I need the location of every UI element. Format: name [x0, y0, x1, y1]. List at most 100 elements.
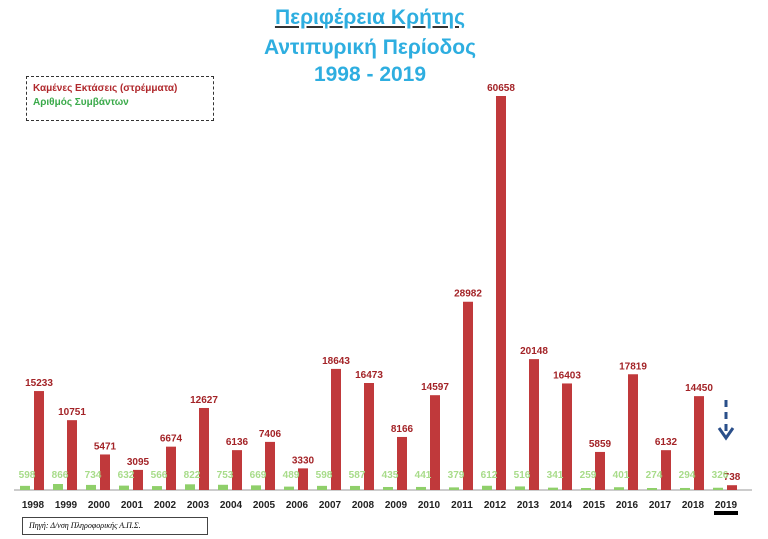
label-incidents: 341 — [547, 470, 564, 481]
x-tick-label: 2000 — [88, 500, 111, 511]
bar-incidents — [449, 487, 459, 490]
bar-burned — [298, 468, 308, 490]
bar-incidents — [350, 485, 360, 490]
x-tick-label: 2011 — [451, 500, 473, 511]
bar-incidents — [119, 485, 129, 490]
bar-burned — [430, 395, 440, 490]
bar-burned — [166, 446, 176, 490]
bar-incidents — [317, 485, 327, 490]
label-incidents: 401 — [613, 470, 630, 481]
chart-title-years: 1998 - 2019 — [313, 63, 427, 86]
label-incidents: 587 — [349, 470, 366, 481]
label-burned: 8166 — [391, 424, 414, 435]
label-burned: 738 — [724, 472, 741, 483]
label-incidents: 669 — [250, 470, 267, 481]
x-tick-label: 2008 — [352, 500, 375, 511]
label-incidents: 435 — [382, 470, 399, 481]
label-burned: 28982 — [454, 289, 482, 300]
x-tick-label: 2018 — [682, 500, 705, 511]
bar-burned — [199, 407, 209, 490]
x-tick-label: 2009 — [385, 500, 408, 511]
label-burned: 3330 — [292, 455, 315, 466]
bar-burned — [628, 374, 638, 490]
label-burned: 60658 — [487, 83, 515, 94]
label-burned: 17819 — [619, 361, 647, 372]
label-incidents: 441 — [415, 470, 432, 481]
legend-burned: Καμένες Εκτάσεις (στρέμματα) — [33, 83, 178, 94]
highlight-underline — [714, 511, 738, 515]
label-incidents: 294 — [679, 470, 696, 481]
x-tick-label: 1999 — [55, 500, 78, 511]
label-incidents: 866 — [52, 470, 69, 481]
label-burned: 6132 — [655, 437, 678, 448]
bar-burned — [232, 450, 242, 490]
label-burned: 14450 — [685, 383, 713, 394]
label-incidents: 566 — [151, 470, 168, 481]
label-incidents: 632 — [118, 470, 135, 481]
bar-incidents — [152, 486, 162, 490]
x-tick-label: 2007 — [319, 500, 342, 511]
label-incidents: 326 — [712, 470, 729, 481]
label-burned: 6674 — [160, 434, 183, 445]
bar-burned — [364, 383, 374, 490]
bar-burned — [463, 301, 473, 490]
x-tick-label: 2014 — [550, 500, 573, 511]
label-incidents: 259 — [580, 470, 597, 481]
bar-burned — [67, 420, 77, 490]
label-burned: 16403 — [553, 370, 581, 381]
bar-incidents — [185, 484, 195, 490]
bar-incidents — [53, 484, 63, 490]
label-incidents: 734 — [85, 470, 102, 481]
x-tick-label: 2002 — [154, 500, 177, 511]
bar-incidents — [548, 487, 558, 490]
bar-burned — [34, 391, 44, 490]
label-burned: 18643 — [322, 356, 350, 367]
bar-incidents — [251, 485, 261, 490]
bar-burned — [562, 383, 572, 490]
bar-incidents — [383, 486, 393, 490]
label-burned: 7406 — [259, 429, 282, 440]
label-incidents: 489 — [283, 470, 300, 481]
bar-incidents — [515, 486, 525, 490]
x-tick-label: 1998 — [22, 500, 45, 511]
legend: Καμένες Εκτάσεις (στρέμματα) Αριθμός Συμ… — [26, 76, 214, 121]
bar-incidents — [614, 487, 624, 490]
bar-burned — [331, 368, 341, 490]
label-burned: 16473 — [355, 370, 383, 381]
x-tick-label: 2012 — [484, 500, 507, 511]
bar-burned — [265, 441, 275, 490]
label-burned: 14597 — [421, 382, 449, 393]
label-incidents: 822 — [184, 470, 201, 481]
bar-burned — [397, 436, 407, 490]
bar-burned — [661, 450, 671, 490]
legend-incidents: Αριθμός Συμβάντων — [33, 97, 129, 108]
x-tick-label: 2017 — [649, 500, 672, 511]
bar-incidents — [680, 487, 690, 490]
label-incidents: 612 — [481, 470, 498, 481]
bar-incidents — [581, 488, 591, 490]
x-tick-label: 2005 — [253, 500, 276, 511]
label-burned: 6136 — [226, 437, 249, 448]
label-burned: 12627 — [190, 395, 218, 406]
bar-incidents — [218, 484, 228, 490]
label-burned: 20148 — [520, 346, 548, 357]
bar-burned — [496, 96, 506, 490]
x-tick-label: 2006 — [286, 500, 309, 511]
x-tick-label: 2015 — [583, 500, 606, 511]
label-incidents: 598 — [316, 470, 333, 481]
bar-incidents — [713, 487, 723, 490]
x-tick-label: 2019 — [715, 500, 738, 511]
x-tick-label: 2003 — [187, 500, 210, 511]
chart-title-region: Περιφέρεια Κρήτης — [274, 6, 466, 29]
x-tick-label: 2001 — [121, 500, 144, 511]
bar-burned — [694, 396, 704, 490]
bar-burned — [727, 485, 737, 490]
bar-burned — [133, 469, 143, 490]
source-note: Πηγή: Δ/νση Πληροφορικής Α.Π.Σ. — [22, 517, 208, 535]
label-burned: 5471 — [94, 441, 117, 452]
bar-incidents — [416, 486, 426, 490]
label-burned: 3095 — [127, 457, 150, 468]
label-incidents: 379 — [448, 470, 465, 481]
